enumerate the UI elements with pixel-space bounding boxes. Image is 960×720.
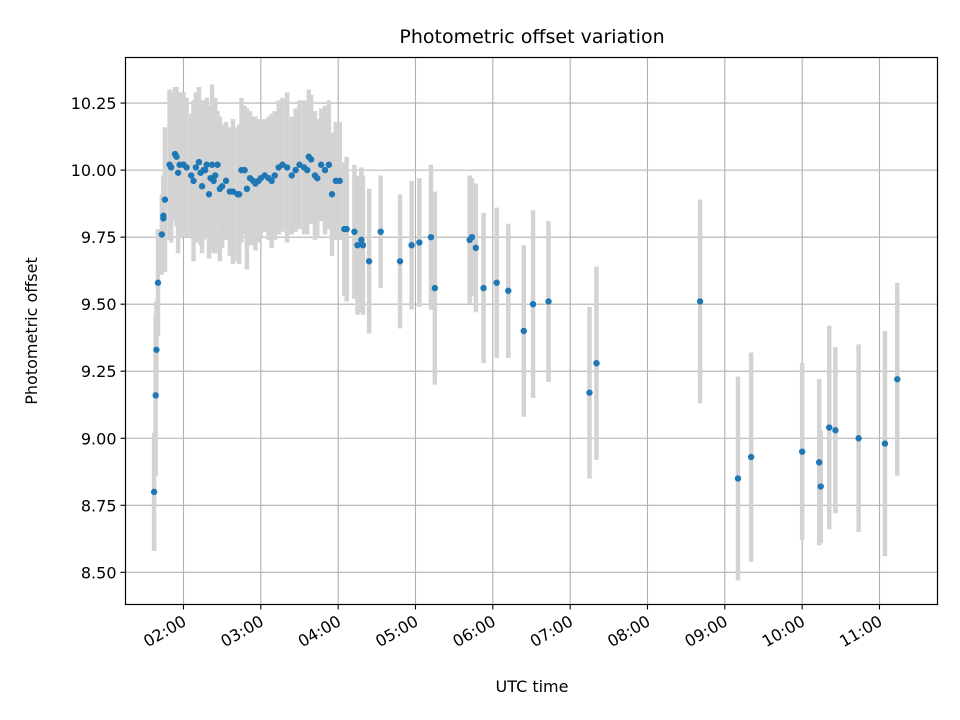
data-point <box>173 153 180 160</box>
y-tick-label: 9.50 <box>81 295 117 314</box>
data-point <box>304 166 311 174</box>
data-point <box>696 298 704 305</box>
y-tick-label: 10.00 <box>71 161 117 180</box>
data-point <box>832 427 839 434</box>
data-point <box>529 300 537 308</box>
data-point <box>235 191 243 198</box>
data-point <box>493 279 500 286</box>
data-point <box>354 241 361 249</box>
data-point <box>855 435 862 442</box>
data-point <box>283 164 291 171</box>
data-point <box>586 389 593 396</box>
data-point <box>150 488 158 496</box>
data-point <box>198 183 206 190</box>
data-point <box>826 424 833 431</box>
data-point <box>201 166 209 174</box>
data-point <box>480 284 487 292</box>
data-point <box>815 459 823 466</box>
data-point <box>160 215 167 222</box>
data-point <box>336 177 343 185</box>
data-point <box>214 161 221 168</box>
y-tick-label: 10.25 <box>71 94 117 113</box>
data-point <box>307 156 315 163</box>
data-point <box>174 169 182 176</box>
data-point <box>427 233 435 241</box>
data-point <box>431 284 439 292</box>
data-point <box>396 258 404 265</box>
y-tick-label: 8.75 <box>81 496 117 515</box>
data-point <box>192 164 200 171</box>
data-point <box>747 453 755 461</box>
data-point <box>167 164 175 171</box>
data-point <box>229 188 237 195</box>
chart-title: Photometric offset variation <box>399 26 664 48</box>
data-point <box>152 392 159 399</box>
data-point <box>190 177 197 185</box>
y-axis: 8.50 8.75 9.00 9.25 9.50 9.75 10.00 10.25 <box>71 94 126 582</box>
data-point <box>416 239 423 246</box>
data-point <box>328 191 336 198</box>
data-point <box>288 172 295 179</box>
data-point <box>359 241 367 249</box>
data-point <box>593 359 600 367</box>
x-axis-title: UTC time <box>496 677 569 696</box>
data-point <box>351 228 358 235</box>
data-point <box>734 475 742 482</box>
data-point <box>158 231 166 238</box>
data-point <box>358 236 365 244</box>
data-point <box>292 166 299 174</box>
data-point <box>218 183 226 190</box>
data-point <box>188 172 195 179</box>
data-point <box>520 327 527 335</box>
data-point <box>243 185 251 193</box>
data-point <box>798 448 806 455</box>
data-point <box>183 164 190 171</box>
data-point <box>203 161 210 168</box>
data-points <box>150 150 901 496</box>
data-point <box>212 172 219 179</box>
data-point <box>817 483 824 490</box>
data-point <box>314 174 321 182</box>
data-point <box>468 233 476 241</box>
data-point <box>296 161 303 168</box>
data-point <box>365 258 373 265</box>
data-point <box>208 161 216 168</box>
y-tick-label: 9.00 <box>81 429 117 448</box>
data-point <box>321 166 329 174</box>
y-tick-label: 8.50 <box>81 563 117 582</box>
data-point <box>377 228 384 235</box>
data-point <box>195 158 203 166</box>
data-point <box>161 196 169 203</box>
data-point <box>222 177 230 185</box>
data-point <box>505 287 512 294</box>
y-tick-label: 9.75 <box>81 228 117 247</box>
data-point <box>894 376 901 383</box>
data-point <box>271 172 278 179</box>
data-point <box>153 346 160 353</box>
data-point <box>881 440 889 447</box>
data-point <box>408 241 415 249</box>
y-axis-title: Photometric offset <box>22 257 41 405</box>
data-point <box>241 166 248 174</box>
data-point <box>210 177 217 185</box>
data-point <box>317 161 325 168</box>
data-point <box>472 244 480 252</box>
data-point <box>154 279 162 286</box>
data-point <box>545 298 552 305</box>
data-point <box>325 161 333 168</box>
data-point <box>279 161 286 168</box>
plot-frame <box>124 56 939 606</box>
data-point <box>205 191 213 198</box>
data-point <box>343 225 350 233</box>
y-tick-label: 9.25 <box>81 362 117 381</box>
data-point <box>268 177 275 185</box>
